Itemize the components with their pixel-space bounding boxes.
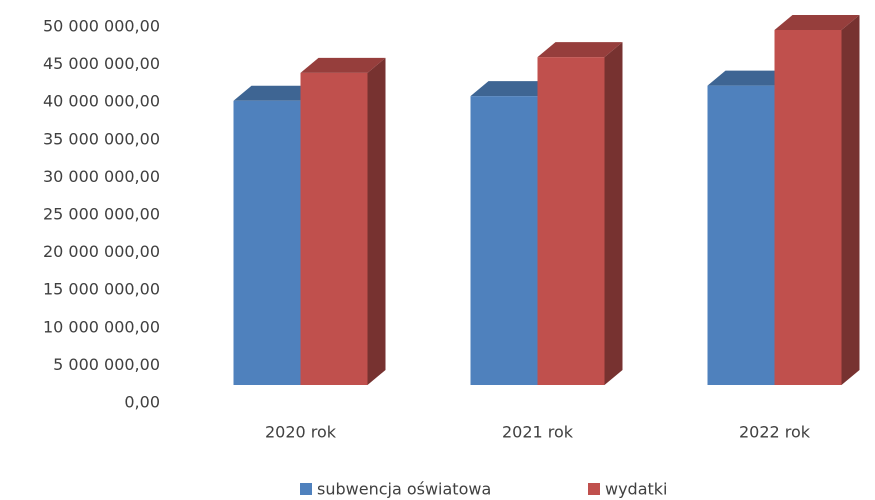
legend-label: wydatki bbox=[605, 480, 668, 499]
bar-front bbox=[707, 85, 775, 385]
legend-label: subwencja oświatowa bbox=[317, 480, 491, 499]
bar-top bbox=[470, 81, 556, 97]
x-tick-label: 2020 rok bbox=[265, 423, 337, 442]
y-tick-label: 0,00 bbox=[124, 393, 160, 412]
bar-front bbox=[774, 30, 842, 386]
y-tick-label: 15 000 000,00 bbox=[43, 280, 160, 299]
bar-front bbox=[233, 100, 301, 386]
bar-top bbox=[537, 42, 623, 58]
bar-front bbox=[300, 72, 368, 385]
bar-top bbox=[233, 85, 319, 101]
x-tick-label: 2022 rok bbox=[739, 423, 811, 442]
bar-top bbox=[774, 15, 860, 31]
y-tick-label: 40 000 000,00 bbox=[43, 92, 160, 111]
y-tick-label: 35 000 000,00 bbox=[43, 129, 160, 148]
y-tick-label: 20 000 000,00 bbox=[43, 242, 160, 261]
bar-side bbox=[604, 42, 623, 385]
bar bbox=[537, 42, 623, 385]
legend-swatch bbox=[588, 483, 600, 495]
legend-swatch bbox=[300, 483, 312, 495]
x-tick-label: 2021 rok bbox=[502, 423, 574, 442]
y-tick-label: 45 000 000,00 bbox=[43, 54, 160, 73]
bar-side bbox=[367, 57, 386, 385]
bar-front bbox=[470, 96, 538, 386]
bar-front bbox=[537, 57, 605, 385]
y-tick-label: 50 000 000,00 bbox=[43, 17, 160, 36]
y-tick-label: 30 000 000,00 bbox=[43, 167, 160, 186]
bar-side bbox=[841, 15, 860, 386]
y-tick-label: 5 000 000,00 bbox=[53, 355, 160, 374]
bar bbox=[300, 57, 386, 385]
bar-top bbox=[707, 70, 793, 86]
y-tick-label: 10 000 000,00 bbox=[43, 317, 160, 336]
y-tick-label: 25 000 000,00 bbox=[43, 205, 160, 224]
bar bbox=[774, 15, 860, 386]
bar-top bbox=[300, 57, 386, 73]
